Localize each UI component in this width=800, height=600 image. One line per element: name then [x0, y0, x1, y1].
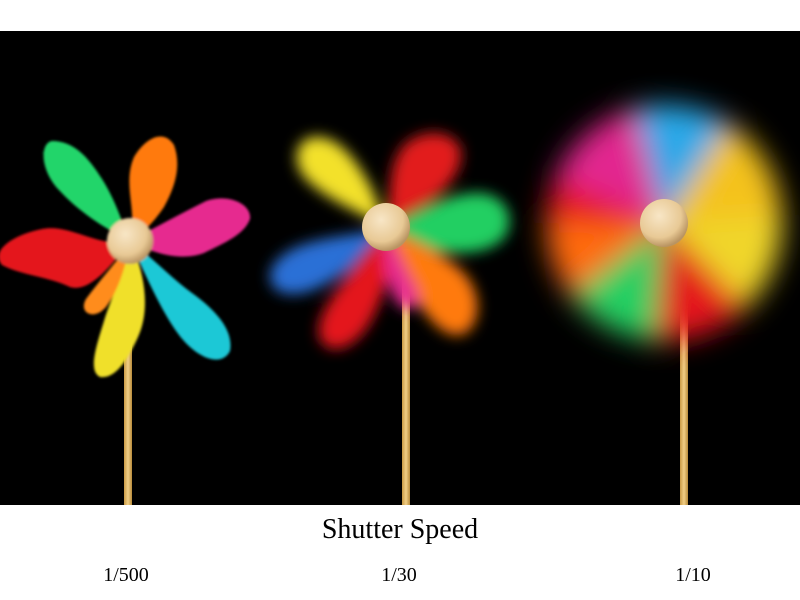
shutter-speed-label-2: 1/30: [381, 564, 417, 586]
stick-1: [124, 263, 132, 505]
caption-title: Shutter Speed: [321, 514, 479, 545]
hub-3: [640, 199, 688, 247]
pinwheel-medium-blur: [269, 133, 510, 505]
pinwheel-sharp: [0, 136, 251, 505]
hub-2: [362, 203, 410, 251]
pinwheel-photo: [0, 31, 800, 505]
stick-2: [402, 249, 410, 505]
hub-1: [107, 218, 153, 264]
shutter-speed-label-3: 1/10: [675, 564, 711, 586]
shutter-speed-label-1: 1/500: [103, 564, 149, 586]
stick-3: [680, 293, 688, 505]
pinwheel-full-blur: [546, 104, 783, 505]
